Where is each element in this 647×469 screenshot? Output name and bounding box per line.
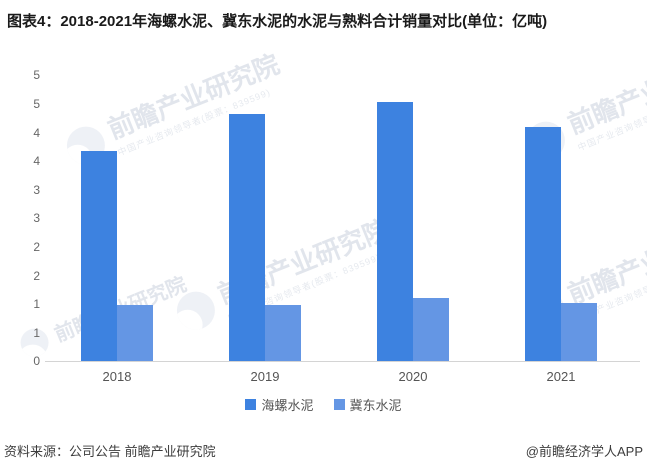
- legend: 海螺水泥 冀东水泥: [0, 395, 647, 414]
- footer: 资料来源：公司公告 前瞻产业研究院 @前瞻经济学人APP: [4, 441, 643, 460]
- bar-海螺水泥-2019: [229, 113, 265, 361]
- legend-label: 海螺水泥: [261, 398, 314, 413]
- bar-冀东水泥-2021: [561, 302, 597, 361]
- legend-item-海螺水泥: 海螺水泥: [245, 395, 314, 414]
- legend-label: 冀东水泥: [349, 398, 402, 413]
- x-category-label: 2020: [398, 369, 428, 384]
- legend-swatch-icon: [333, 399, 345, 410]
- source-note: 资料来源：公司公告 前瞻产业研究院: [4, 444, 216, 459]
- y-tick-label: 5: [33, 68, 40, 83]
- y-tick-label: 3: [33, 211, 40, 226]
- bar-海螺水泥-2018: [81, 150, 117, 361]
- y-tick-label: 2: [33, 239, 40, 254]
- y-tick-label: 1: [33, 297, 40, 312]
- y-tick-label: 5: [33, 96, 40, 111]
- x-category-label: 2018: [102, 369, 132, 384]
- y-tick-label: 4: [33, 154, 40, 169]
- bar-冀东水泥-2020: [413, 298, 449, 361]
- y-tick-label: 1: [33, 325, 40, 340]
- y-tick-label: 4: [33, 125, 40, 140]
- y-tick-label: 0: [33, 354, 40, 369]
- x-axis-line: [45, 361, 640, 362]
- x-category-label: 2021: [546, 369, 576, 384]
- legend-swatch-icon: [245, 399, 257, 410]
- bar-海螺水泥-2020: [377, 101, 413, 361]
- bar-海螺水泥-2021: [525, 126, 561, 361]
- chart-title: 图表4：2018-2021年海螺水泥、冀东水泥的水泥与熟料合计销量对比(单位：亿…: [7, 13, 548, 30]
- plot-area: [45, 75, 640, 361]
- x-category-label: 2019: [250, 369, 280, 384]
- bar-冀东水泥-2018: [117, 304, 153, 361]
- bar-冀东水泥-2019: [265, 304, 301, 361]
- y-tick-label: 3: [33, 182, 40, 197]
- credit-note: @前瞻经济学人APP: [525, 444, 643, 459]
- y-tick-label: 2: [33, 268, 40, 283]
- legend-item-冀东水泥: 冀东水泥: [333, 395, 402, 414]
